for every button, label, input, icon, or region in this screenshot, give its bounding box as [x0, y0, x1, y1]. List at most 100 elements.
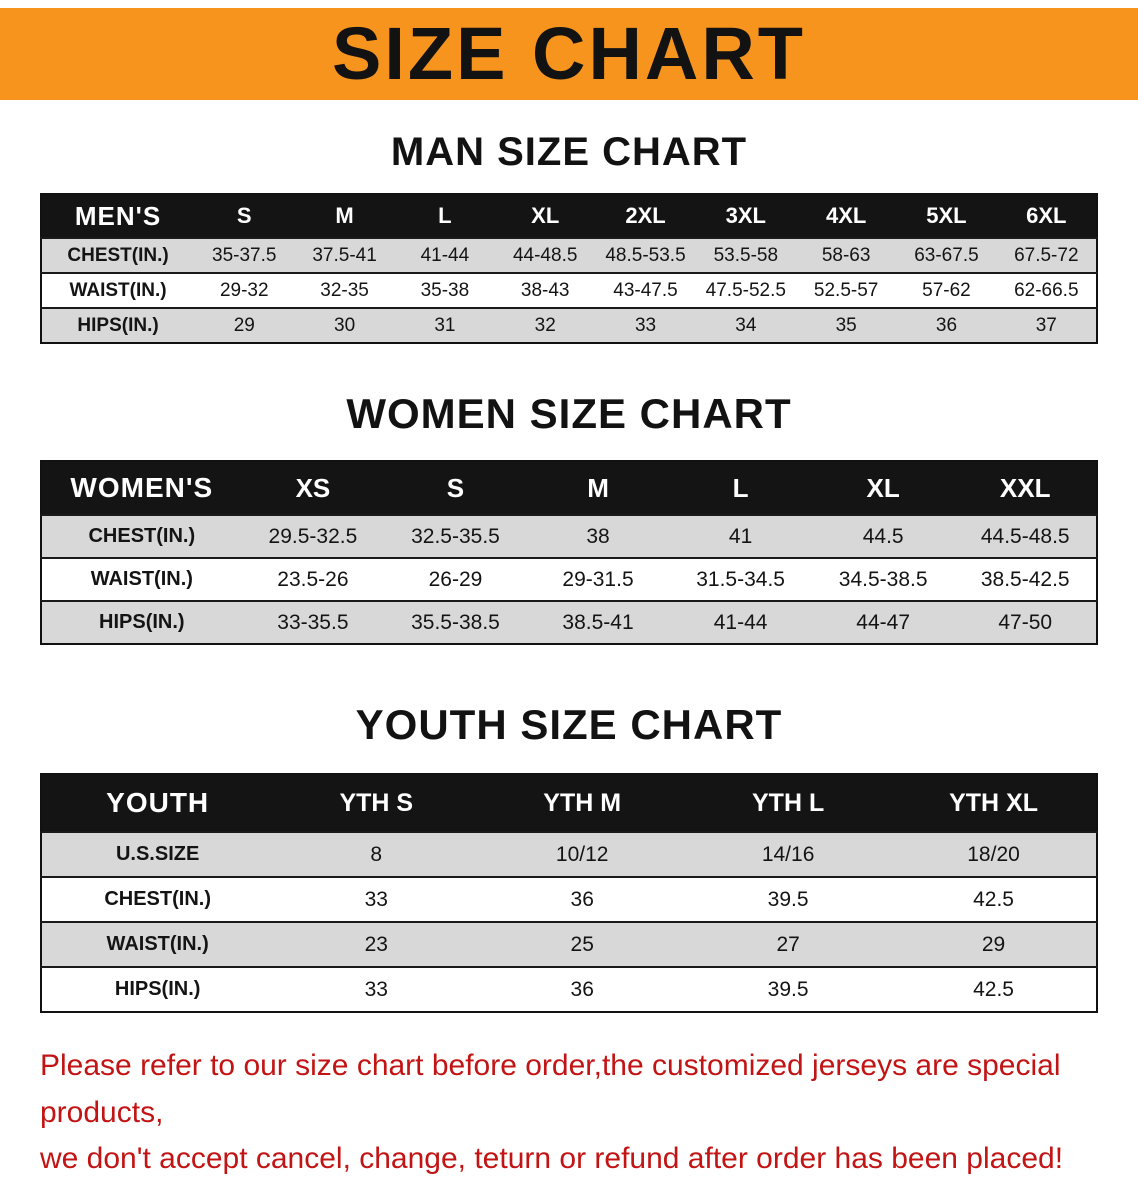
youth-size-chart-title: YOUTH SIZE CHART [355, 701, 783, 748]
size-value-cell: 23 [364, 932, 388, 956]
row-label: U.S.SIZE [115, 843, 200, 865]
size-value-cell: 43-47.5 [613, 279, 678, 301]
size-value-cell: 37.5-41 [312, 244, 377, 266]
size-value-cell: 52.5-57 [813, 279, 879, 301]
size-value-cell: 36 [935, 314, 958, 336]
size-value-cell: 38 [586, 524, 610, 548]
size-value-cell: 58-63 [821, 244, 871, 266]
size-value-cell: 36 [570, 887, 594, 911]
size-value-cell: 29 [981, 932, 1006, 956]
size-value-cell: 33-35.5 [277, 610, 349, 634]
disclaimer-line-1: Please refer to our size chart before or… [40, 1049, 1061, 1129]
size-value-cell: 34 [735, 314, 757, 336]
table-row: HIPS(IN.) 33 36 39.5 42.5 [41, 967, 1097, 1012]
section-man: MAN SIZE CHART MEN'S S M L XL 2XL 3XL 4XL 5XL 6XL… [0, 130, 1138, 344]
table-row: WAIST(IN.) 23 25 27 29 [41, 922, 1097, 967]
size-header-cell: 2XL [595, 194, 696, 238]
header-row: MEN'S S M L XL 2XL 3XL 4XL 5XL 6XL [41, 194, 1097, 238]
size-value-cell: 32 [534, 314, 556, 336]
size-value-cell: 32.5-35.5 [411, 524, 500, 548]
size-header-cell: YTH L [685, 774, 892, 832]
size-value-cell: 34.5-38.5 [838, 567, 928, 591]
section-women: WOMEN SIZE CHART WOMEN'S XS S M L XL XXL CHEST(… [0, 390, 1138, 645]
table-row: WAIST(IN.) 29-32 32-35 35-38 38-43 43-47.5 47.… [41, 273, 1097, 308]
table-row: CHEST(IN.) 35-37.5 37.5-41 41-44 44-48.5 48.5… [41, 238, 1097, 273]
size-value-cell: 35.5-38.5 [411, 610, 500, 634]
size-header-cell: 5XL [896, 194, 997, 238]
row-label: CHEST(IN.) [104, 888, 211, 910]
size-header-cell: L [394, 194, 496, 238]
man-size-table: MEN'S S M L XL 2XL 3XL 4XL 5XL 6XL CHEST(IN.) 35-37… [40, 193, 1098, 344]
disclaimer-line-2: we don't accept cancel, change, teturn o… [40, 1142, 1064, 1175]
row-label: HIPS(IN.) [99, 611, 185, 633]
size-header-cell: L [669, 461, 812, 515]
size-value-cell: 33 [364, 887, 388, 911]
table-row: HIPS(IN.) 29 30 31 32 33 34 35 36 37 [41, 308, 1097, 343]
table-title-cell: MEN'S [41, 194, 195, 238]
size-value-cell: 14/16 [761, 842, 815, 866]
size-value-cell: 41-44 [420, 244, 470, 266]
size-chart-banner: SIZE CHART [0, 8, 1138, 100]
size-value-cell: 25 [570, 932, 594, 956]
size-value-cell: 53.5-58 [713, 244, 779, 266]
size-value-cell: 44.5-48.5 [980, 524, 1070, 548]
size-value-cell: 37 [1035, 314, 1057, 336]
size-header-cell: XS [241, 461, 385, 515]
size-header-cell: XXL [954, 461, 1097, 515]
size-value-cell: 36 [570, 977, 594, 1001]
size-header-cell: XL [811, 461, 955, 515]
size-value-cell: 29-32 [219, 279, 269, 301]
table-row: CHEST(IN.) 33 36 39.5 42.5 [41, 877, 1097, 922]
size-header-cell: YTH XL [891, 774, 1097, 832]
table-row: HIPS(IN.) 33-35.5 35.5-38.5 38.5-41 41-44 44-… [41, 601, 1097, 644]
size-value-cell: 44-47 [856, 610, 911, 634]
size-value-cell: 26-29 [428, 567, 483, 591]
size-value-cell: 31 [434, 314, 456, 336]
page-title: SIZE CHART [332, 12, 806, 95]
size-value-cell: 35 [835, 314, 857, 336]
size-value-cell: 57-62 [922, 279, 971, 301]
size-header-cell: 6XL [996, 194, 1097, 238]
size-value-cell: 39.5 [767, 887, 809, 911]
size-value-cell: 42.5 [973, 977, 1014, 1001]
size-value-cell: 38.5-42.5 [980, 567, 1070, 591]
size-value-cell: 47-50 [998, 610, 1053, 634]
size-header-cell: S [194, 194, 295, 238]
size-value-cell: 29-31.5 [562, 567, 634, 591]
size-value-cell: 29 [233, 314, 255, 336]
size-value-cell: 10/12 [555, 842, 609, 866]
women-size-table-wrap: WOMEN'S XS S M L XL XXL CHEST(IN.) 29.5-32.5 32.5… [40, 460, 1098, 645]
size-value-cell: 35-38 [420, 279, 470, 301]
row-label: WAIST(IN.) [106, 933, 209, 955]
row-label: WAIST(IN.) [90, 568, 193, 590]
size-value-cell: 23.5-26 [277, 567, 349, 591]
size-value-cell: 33 [364, 977, 388, 1001]
size-value-cell: 39.5 [767, 977, 809, 1001]
size-value-cell: 41-44 [713, 610, 768, 634]
header-row: WOMEN'S XS S M L XL XXL [41, 461, 1097, 515]
size-value-cell: 33 [634, 314, 657, 336]
size-value-cell: 35-37.5 [212, 244, 277, 266]
size-value-cell: 44.5 [862, 524, 904, 548]
size-value-cell: 27 [776, 932, 800, 956]
table-title-cell: WOMEN'S [41, 461, 242, 515]
size-header-cell: S [384, 461, 527, 515]
row-label: CHEST(IN.) [67, 244, 169, 266]
man-size-table-wrap: MEN'S S M L XL 2XL 3XL 4XL 5XL 6XL CHEST(IN.) 35-37… [40, 193, 1098, 344]
size-header-cell: M [526, 461, 670, 515]
table-row: WAIST(IN.) 23.5-26 26-29 29-31.5 31.5-34.5 34… [41, 558, 1097, 601]
size-header-cell: YTH M [479, 774, 686, 832]
size-value-cell: 30 [334, 314, 356, 336]
size-header-cell: 4XL [795, 194, 897, 238]
man-size-chart-title: MAN SIZE CHART [390, 130, 748, 174]
women-size-table: WOMEN'S XS S M L XL XXL CHEST(IN.) 29.5-32.5 32.5… [40, 460, 1098, 645]
size-value-cell: 47.5-52.5 [705, 279, 786, 301]
size-value-cell: 48.5-53.5 [605, 244, 686, 266]
youth-size-table-wrap: YOUTH YTH S YTH M YTH L YTH XL U.S.SIZE 8 10/12… [40, 773, 1098, 1013]
row-label: WAIST(IN.) [69, 279, 167, 301]
size-value-cell: 32-35 [320, 279, 369, 301]
size-value-cell: 18/20 [967, 842, 1020, 866]
size-value-cell: 31.5-34.5 [696, 567, 785, 591]
size-value-cell: 29.5-32.5 [268, 524, 358, 548]
size-header-cell: XL [495, 194, 596, 238]
